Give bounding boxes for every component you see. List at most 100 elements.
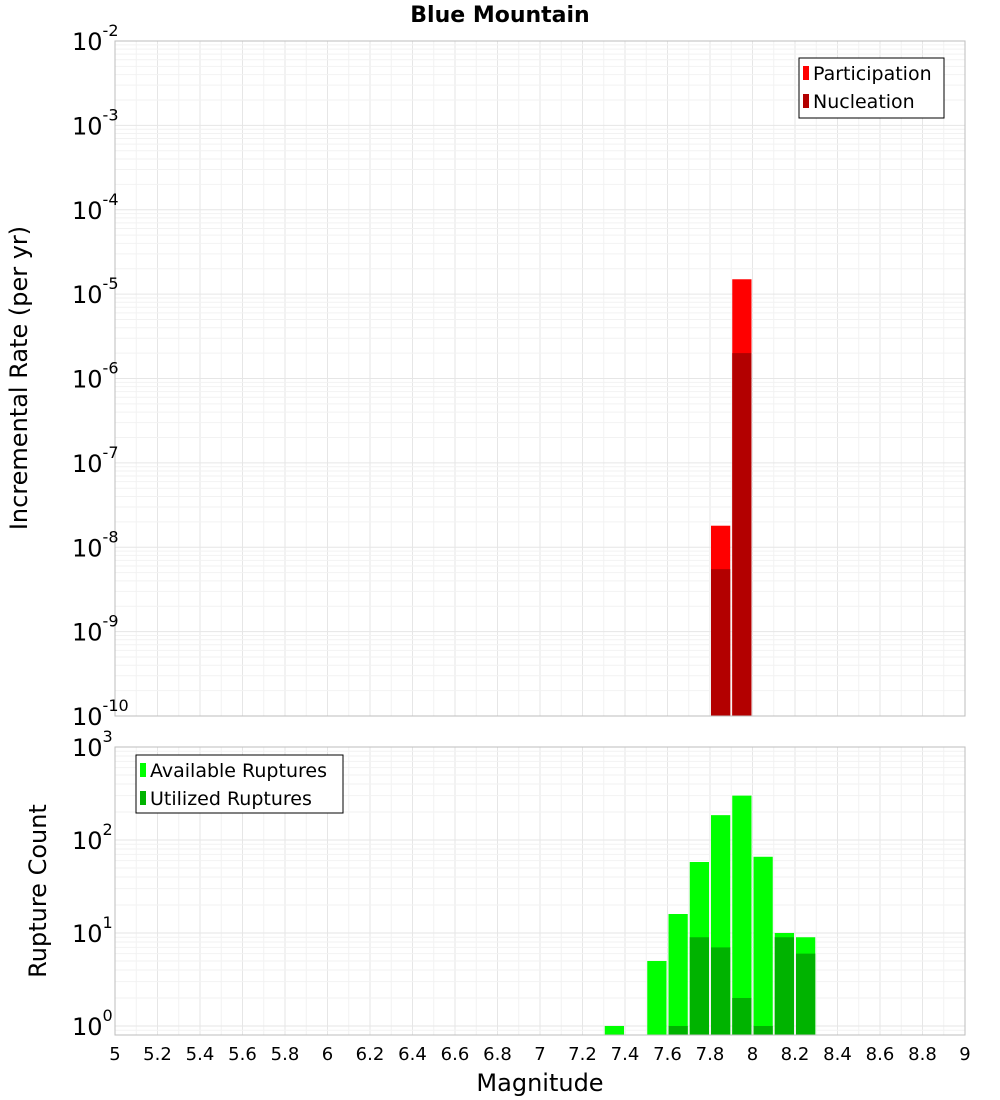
bottom-legend: Available Ruptures Utilized Ruptures [135,754,344,814]
y-tick-label: 100 [72,1006,113,1041]
x-tick-label: 7.8 [696,1044,725,1065]
y-tick-exponent: -3 [103,105,119,124]
y-tick-exponent: 2 [103,820,113,839]
participation-legend-swatch [803,66,809,80]
x-tick-label: 5.2 [143,1044,172,1065]
bottom-y-axis-label: Rupture Count [24,804,52,978]
y-tick-base: 10 [72,366,103,394]
utilized-ruptures-legend-label: Utilized Ruptures [150,788,312,810]
y-tick-label: 101 [72,913,113,948]
x-tick-label: 7.2 [568,1044,597,1065]
y-tick-label: 10-3 [72,105,119,140]
top-legend-box [798,57,945,119]
x-axis-label: Magnitude [476,1069,603,1097]
y-tick-exponent: -4 [103,190,119,209]
y-tick-base: 10 [72,734,103,762]
x-tick-label: 7.6 [653,1044,682,1065]
y-tick-base: 10 [72,619,103,647]
y-tick-label: 10-10 [72,696,129,731]
y-tick-base: 10 [72,197,103,225]
bottom-grid [114,746,966,1036]
y-tick-label: 10-2 [72,21,119,56]
y-tick-base: 10 [72,281,103,309]
x-tick-label: 8.8 [908,1044,937,1065]
x-tick-label: 6.6 [441,1044,470,1065]
x-tick-label: 8 [747,1044,758,1065]
x-tick-label: 6.2 [356,1044,385,1065]
participation-legend-label: Participation [813,63,932,85]
top-grid [114,40,966,717]
y-tick-exponent: 0 [103,1006,113,1025]
x-tick-label: 5.8 [271,1044,300,1065]
y-tick-base: 10 [72,920,103,948]
y-tick-exponent: 3 [103,727,113,746]
x-tick-label: 5.6 [228,1044,257,1065]
x-tick-label: 7.4 [611,1044,640,1065]
y-tick-exponent: 1 [103,913,113,932]
x-tick-label: 5 [109,1044,120,1065]
top-legend: Participation Nucleation [798,57,945,119]
nucleation-bar [732,353,752,716]
chart-title: Blue Mountain [410,3,589,28]
y-tick-exponent: -9 [103,612,119,631]
y-tick-base: 10 [72,1013,103,1041]
utilized-ruptures-bar [774,937,794,1035]
x-tick-label: 6.8 [483,1044,512,1065]
available-ruptures-bar [732,795,752,1035]
y-tick-base: 10 [72,703,103,731]
available-ruptures-legend-label: Available Ruptures [150,760,327,782]
y-tick-base: 10 [72,112,103,140]
x-tick-label: 5.4 [186,1044,215,1065]
y-tick-base: 10 [72,450,103,478]
bottom-bars [604,795,816,1035]
bottom-legend-box [135,754,344,814]
y-tick-label: 10-5 [72,274,119,309]
utilized-ruptures-bar [732,997,752,1035]
x-tick-label: 8.2 [781,1044,810,1065]
y-tick-exponent: -2 [103,21,119,40]
y-tick-label: 103 [72,727,113,762]
y-tick-exponent: -6 [103,359,119,378]
y-tick-exponent: -7 [103,443,119,462]
x-tick-label: 8.6 [866,1044,895,1065]
x-tick-label: 9 [959,1044,970,1065]
utilized-ruptures-bar [796,953,816,1035]
nucleation-bar [711,569,731,716]
y-tick-exponent: -5 [103,274,119,293]
x-tick-label: 7 [534,1044,545,1065]
utilized-ruptures-bar [753,1025,773,1035]
available-ruptures-bar [753,856,773,1035]
available-ruptures-bar [647,960,667,1035]
y-tick-exponent: -8 [103,527,119,546]
available-ruptures-bar [668,914,688,1035]
y-tick-base: 10 [72,28,103,56]
y-tick-label: 10-6 [72,359,119,394]
y-tick-base: 10 [72,827,103,855]
nucleation-legend-label: Nucleation [813,91,915,113]
bottom-plot-frame [114,746,966,1036]
utilized-ruptures-bar [689,937,709,1035]
y-tick-label: 10-9 [72,612,119,647]
top-bars [711,279,752,716]
y-tick-label: 102 [72,820,113,855]
y-tick-label: 10-7 [72,443,119,478]
y-tick-label: 10-8 [72,527,119,562]
y-tick-exponent: -10 [103,696,129,715]
x-tick-label: 6 [322,1044,333,1065]
y-tick-label: 10-4 [72,190,119,225]
x-tick-label: 6.4 [398,1044,427,1065]
available-ruptures-bar [604,1025,624,1035]
utilized-ruptures-bar [668,1025,688,1035]
utilized-ruptures-bar [711,947,731,1035]
x-tick-labels: 5 5.2 5.4 5.6 5.8 6 6.2 6.4 6.6 6.8 7 7.2 7.4 7.6 7.8 8… [109,1044,970,1065]
available-ruptures-legend-swatch [140,763,146,777]
top-y-axis-label: Incremental Rate (per yr) [5,226,33,530]
y-tick-base: 10 [72,534,103,562]
utilized-ruptures-legend-swatch [140,791,146,805]
x-tick-label: 8.4 [823,1044,852,1065]
